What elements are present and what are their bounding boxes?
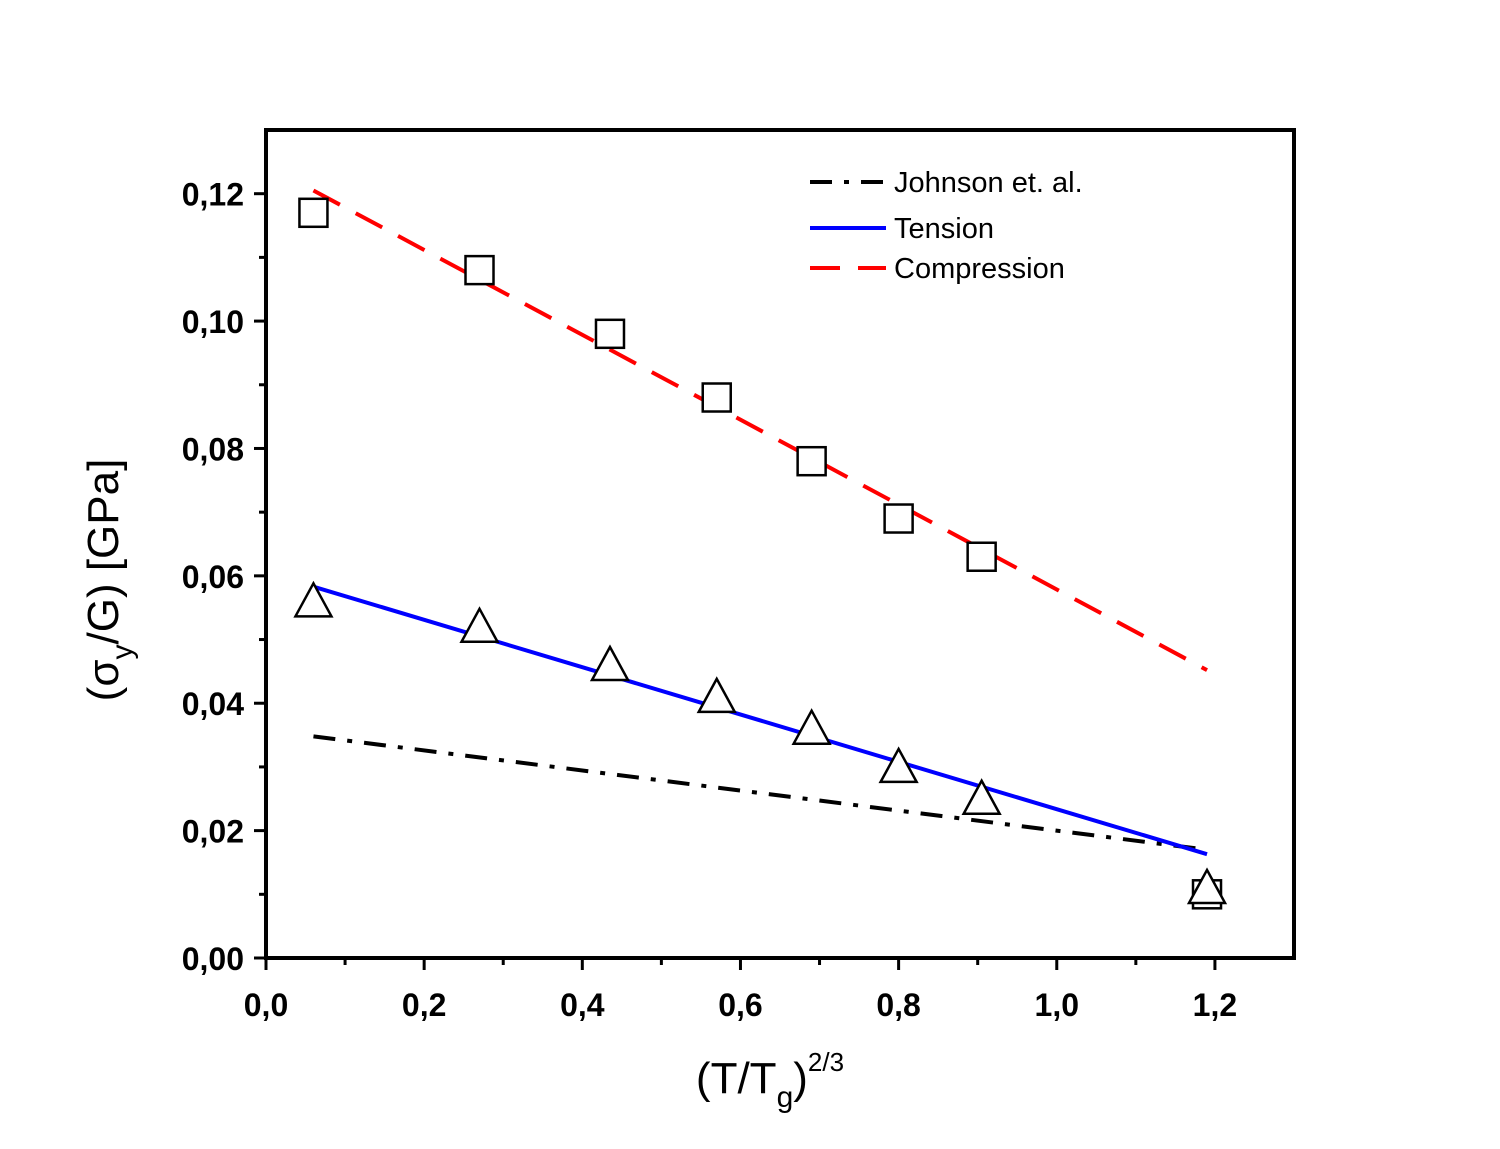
y-tick-label: 0,06	[182, 559, 244, 595]
x-axis-title-main: (T/T	[696, 1054, 777, 1103]
tick-label-layer: 0,0 0,2 0,4 0,6 0,8 1,0 1,2 0,00 0,02 0,04 0,06 0,0…	[182, 177, 1237, 1023]
marker-layer	[293, 197, 1228, 910]
y-tick-label: 0,04	[182, 686, 244, 722]
y-tick-label: 0,00	[182, 941, 244, 977]
triangle-marker	[961, 778, 1002, 816]
x-axis-title-superscript: 2/3	[808, 1047, 844, 1077]
tick-layer	[254, 192, 1217, 970]
y-tick-label: 0,10	[182, 304, 244, 340]
square-marker	[966, 541, 997, 572]
square-marker	[464, 254, 495, 286]
legend-label-johnson: Johnson et. al.	[894, 167, 1083, 199]
triangle-marker	[878, 746, 919, 784]
triangle-marker	[459, 606, 500, 644]
y-axis-title: (σy/G) [GPa]	[79, 459, 139, 702]
y-axis-title-subscript: y	[106, 645, 139, 660]
x-tick-label: 1,0	[1035, 987, 1079, 1023]
square-marker	[298, 197, 329, 229]
square-marker	[594, 318, 626, 350]
series-line-2	[312, 188, 1208, 672]
square-marker	[796, 445, 827, 477]
x-tick-label: 1,2	[1193, 987, 1237, 1023]
series-layer	[312, 188, 1208, 857]
triangle-marker	[1186, 867, 1228, 905]
triangle-marker	[791, 708, 832, 745]
x-axis-title-close: )	[793, 1054, 808, 1103]
y-axis-title-rest: /G) [GPa]	[79, 459, 128, 645]
triangle-marker	[293, 580, 334, 618]
x-tick-label: 0,8	[876, 987, 920, 1023]
y-tick-label: 0,12	[182, 177, 244, 213]
series-line-0	[313, 734, 1208, 852]
x-tick-label: 0,4	[560, 987, 605, 1023]
legend-label-tension: Tension	[894, 213, 994, 245]
plot-frame	[264, 128, 1296, 960]
square-marker	[701, 382, 732, 413]
legend: Johnson et. al. Tension Compression	[810, 167, 1083, 285]
series-line-1	[312, 584, 1208, 857]
legend-label-compression: Compression	[894, 253, 1065, 285]
x-tick-label: 0,2	[402, 987, 446, 1023]
x-tick-label: 0,6	[718, 987, 762, 1023]
square-marker	[883, 503, 914, 534]
y-axis-title-open: (σ	[79, 660, 128, 702]
x-tick-label: 0,0	[244, 987, 288, 1023]
y-tick-label: 0,02	[182, 814, 244, 850]
x-axis-title-subscript: g	[777, 1081, 794, 1114]
triangle-marker	[696, 676, 737, 714]
triangle-marker	[589, 644, 631, 682]
y-tick-label: 0,08	[182, 431, 244, 467]
x-axis-title: (T/Tg)2/3	[696, 1047, 844, 1114]
